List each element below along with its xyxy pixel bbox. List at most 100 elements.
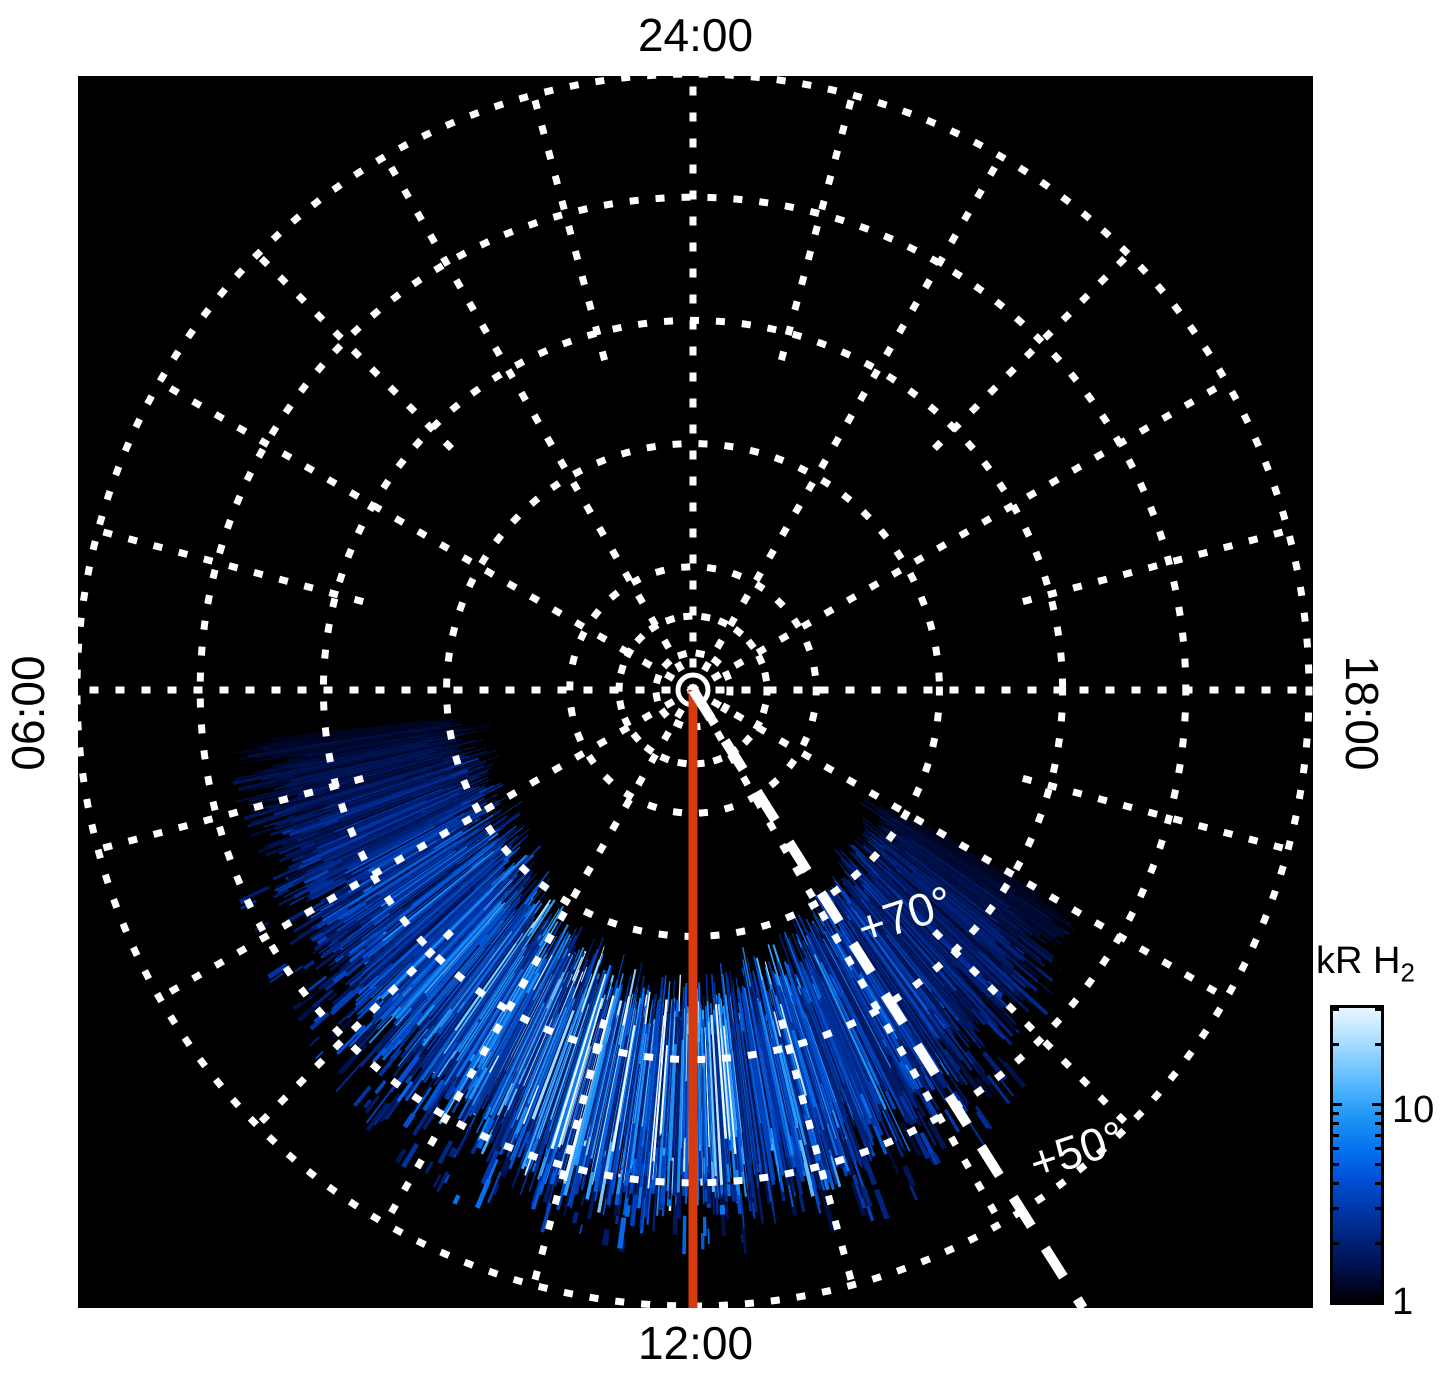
aurora-cell bbox=[373, 830, 426, 859]
aurora-cell bbox=[647, 1015, 665, 1189]
aurora-cell bbox=[332, 830, 456, 905]
aurora-cell bbox=[751, 1008, 785, 1176]
aurora-cell bbox=[342, 872, 453, 957]
aurora-cell bbox=[854, 930, 925, 1033]
colorbar-gradient bbox=[1333, 1008, 1381, 1302]
aurora-cell bbox=[433, 911, 511, 1006]
aurora-cell bbox=[666, 1044, 677, 1192]
aurora-cell bbox=[620, 1032, 642, 1162]
aurora-cell bbox=[454, 942, 517, 1031]
aurora-cell bbox=[906, 863, 1026, 962]
aurora-cell bbox=[849, 919, 965, 1086]
aurora-cell bbox=[722, 1005, 738, 1138]
aurora-cell bbox=[368, 875, 472, 962]
aurora-cell bbox=[561, 972, 605, 1103]
aurora-cell bbox=[610, 1042, 630, 1143]
aurora-cell bbox=[845, 976, 886, 1049]
aurora-cell bbox=[706, 1045, 713, 1143]
aurora-cell bbox=[519, 978, 565, 1076]
aurora-cell bbox=[890, 894, 957, 964]
aurora-cell bbox=[489, 1002, 545, 1116]
aurora-cell bbox=[545, 982, 612, 1211]
aurora-cell bbox=[920, 827, 1042, 903]
aurora-cell bbox=[449, 910, 527, 1010]
aurora-cell bbox=[776, 961, 820, 1098]
aurora-cell bbox=[703, 1054, 709, 1167]
colorbar-title-subscript: 2 bbox=[1400, 957, 1415, 988]
aurora-cell bbox=[302, 810, 431, 873]
aurora-cell bbox=[806, 1008, 846, 1111]
aurora-cell bbox=[388, 839, 489, 914]
aurora-cell bbox=[757, 1028, 781, 1143]
aurora-cell bbox=[656, 999, 673, 1216]
aurora-cell bbox=[842, 992, 889, 1085]
aurora-cell bbox=[385, 822, 525, 933]
aurora-cell bbox=[888, 909, 981, 1013]
aurora-cell bbox=[428, 911, 515, 1018]
aurora-cell bbox=[383, 850, 494, 941]
aurora-cell bbox=[394, 901, 502, 1020]
aurora-cell bbox=[873, 880, 958, 969]
aurora-cell bbox=[337, 868, 448, 950]
colorbar-tick bbox=[1333, 1242, 1339, 1246]
aurora-cell bbox=[899, 873, 965, 931]
aurora-cell bbox=[791, 986, 834, 1111]
aurora-cell bbox=[901, 836, 1033, 931]
aurora-cell bbox=[350, 866, 473, 965]
aurora-cell bbox=[837, 956, 884, 1040]
aurora-cell bbox=[378, 829, 479, 896]
aurora-cell bbox=[420, 900, 543, 1069]
aurora-cell bbox=[485, 993, 528, 1069]
aurora-cell bbox=[434, 903, 526, 1020]
colorbar-tick bbox=[1333, 1043, 1339, 1047]
aurora-cell bbox=[859, 972, 896, 1032]
aurora-cell bbox=[365, 791, 480, 848]
aurora-cell bbox=[905, 851, 1000, 924]
aurora-cell bbox=[833, 902, 941, 1065]
aurora-cell bbox=[488, 939, 571, 1104]
aurora-cell bbox=[803, 1018, 834, 1103]
aurora-cell bbox=[799, 994, 846, 1117]
aurora-cell bbox=[320, 792, 460, 855]
aurora-cell bbox=[912, 843, 1008, 911]
aurora-cell bbox=[618, 1063, 641, 1201]
aurora-cell bbox=[825, 952, 907, 1110]
aurora-cell bbox=[834, 942, 895, 1048]
aurora-cell bbox=[675, 1192, 682, 1220]
aurora-cell bbox=[395, 864, 490, 946]
aurora-cell bbox=[714, 1004, 728, 1139]
aurora-cell bbox=[531, 1010, 575, 1120]
aurora-cell bbox=[808, 947, 870, 1082]
aurora-cell bbox=[397, 842, 496, 919]
colorbar: kR H2 10 1 bbox=[1316, 940, 1447, 1323]
aurora-cell bbox=[391, 887, 475, 965]
colorbar-tick bbox=[1333, 1182, 1339, 1186]
aurora-cell bbox=[872, 926, 937, 1011]
colorbar-tick-label: 1 bbox=[1392, 1281, 1414, 1323]
aurora-cell bbox=[380, 854, 527, 1000]
aurora-cell bbox=[503, 966, 549, 1051]
colorbar-tick bbox=[1375, 1207, 1381, 1211]
aurora-cell bbox=[402, 916, 533, 1099]
aurora-cell bbox=[758, 1017, 789, 1159]
aurora-cell bbox=[663, 1048, 672, 1137]
aurora-cell bbox=[394, 932, 487, 1040]
aurora-cell bbox=[823, 1011, 871, 1125]
colorbar-box bbox=[1330, 1005, 1384, 1305]
aurora-cell bbox=[427, 901, 493, 971]
aurora-cell bbox=[550, 1003, 590, 1120]
aurora-cell bbox=[347, 797, 485, 870]
aurora-cell bbox=[912, 847, 1003, 914]
colorbar-tick-label: 10 bbox=[1392, 1089, 1435, 1131]
aurora-cell bbox=[409, 884, 493, 965]
aurora-cell bbox=[418, 887, 500, 972]
aurora-cell bbox=[550, 973, 607, 1150]
aurora-cell bbox=[426, 908, 506, 1001]
aurora-cell bbox=[898, 844, 977, 905]
aurora-cell bbox=[684, 1034, 690, 1197]
aurora-cell bbox=[794, 1028, 837, 1159]
aurora-cell bbox=[606, 1018, 640, 1206]
colorbar-tick bbox=[1333, 1133, 1339, 1137]
aurora-cell bbox=[394, 900, 497, 1010]
aurora-cell bbox=[736, 1014, 758, 1148]
